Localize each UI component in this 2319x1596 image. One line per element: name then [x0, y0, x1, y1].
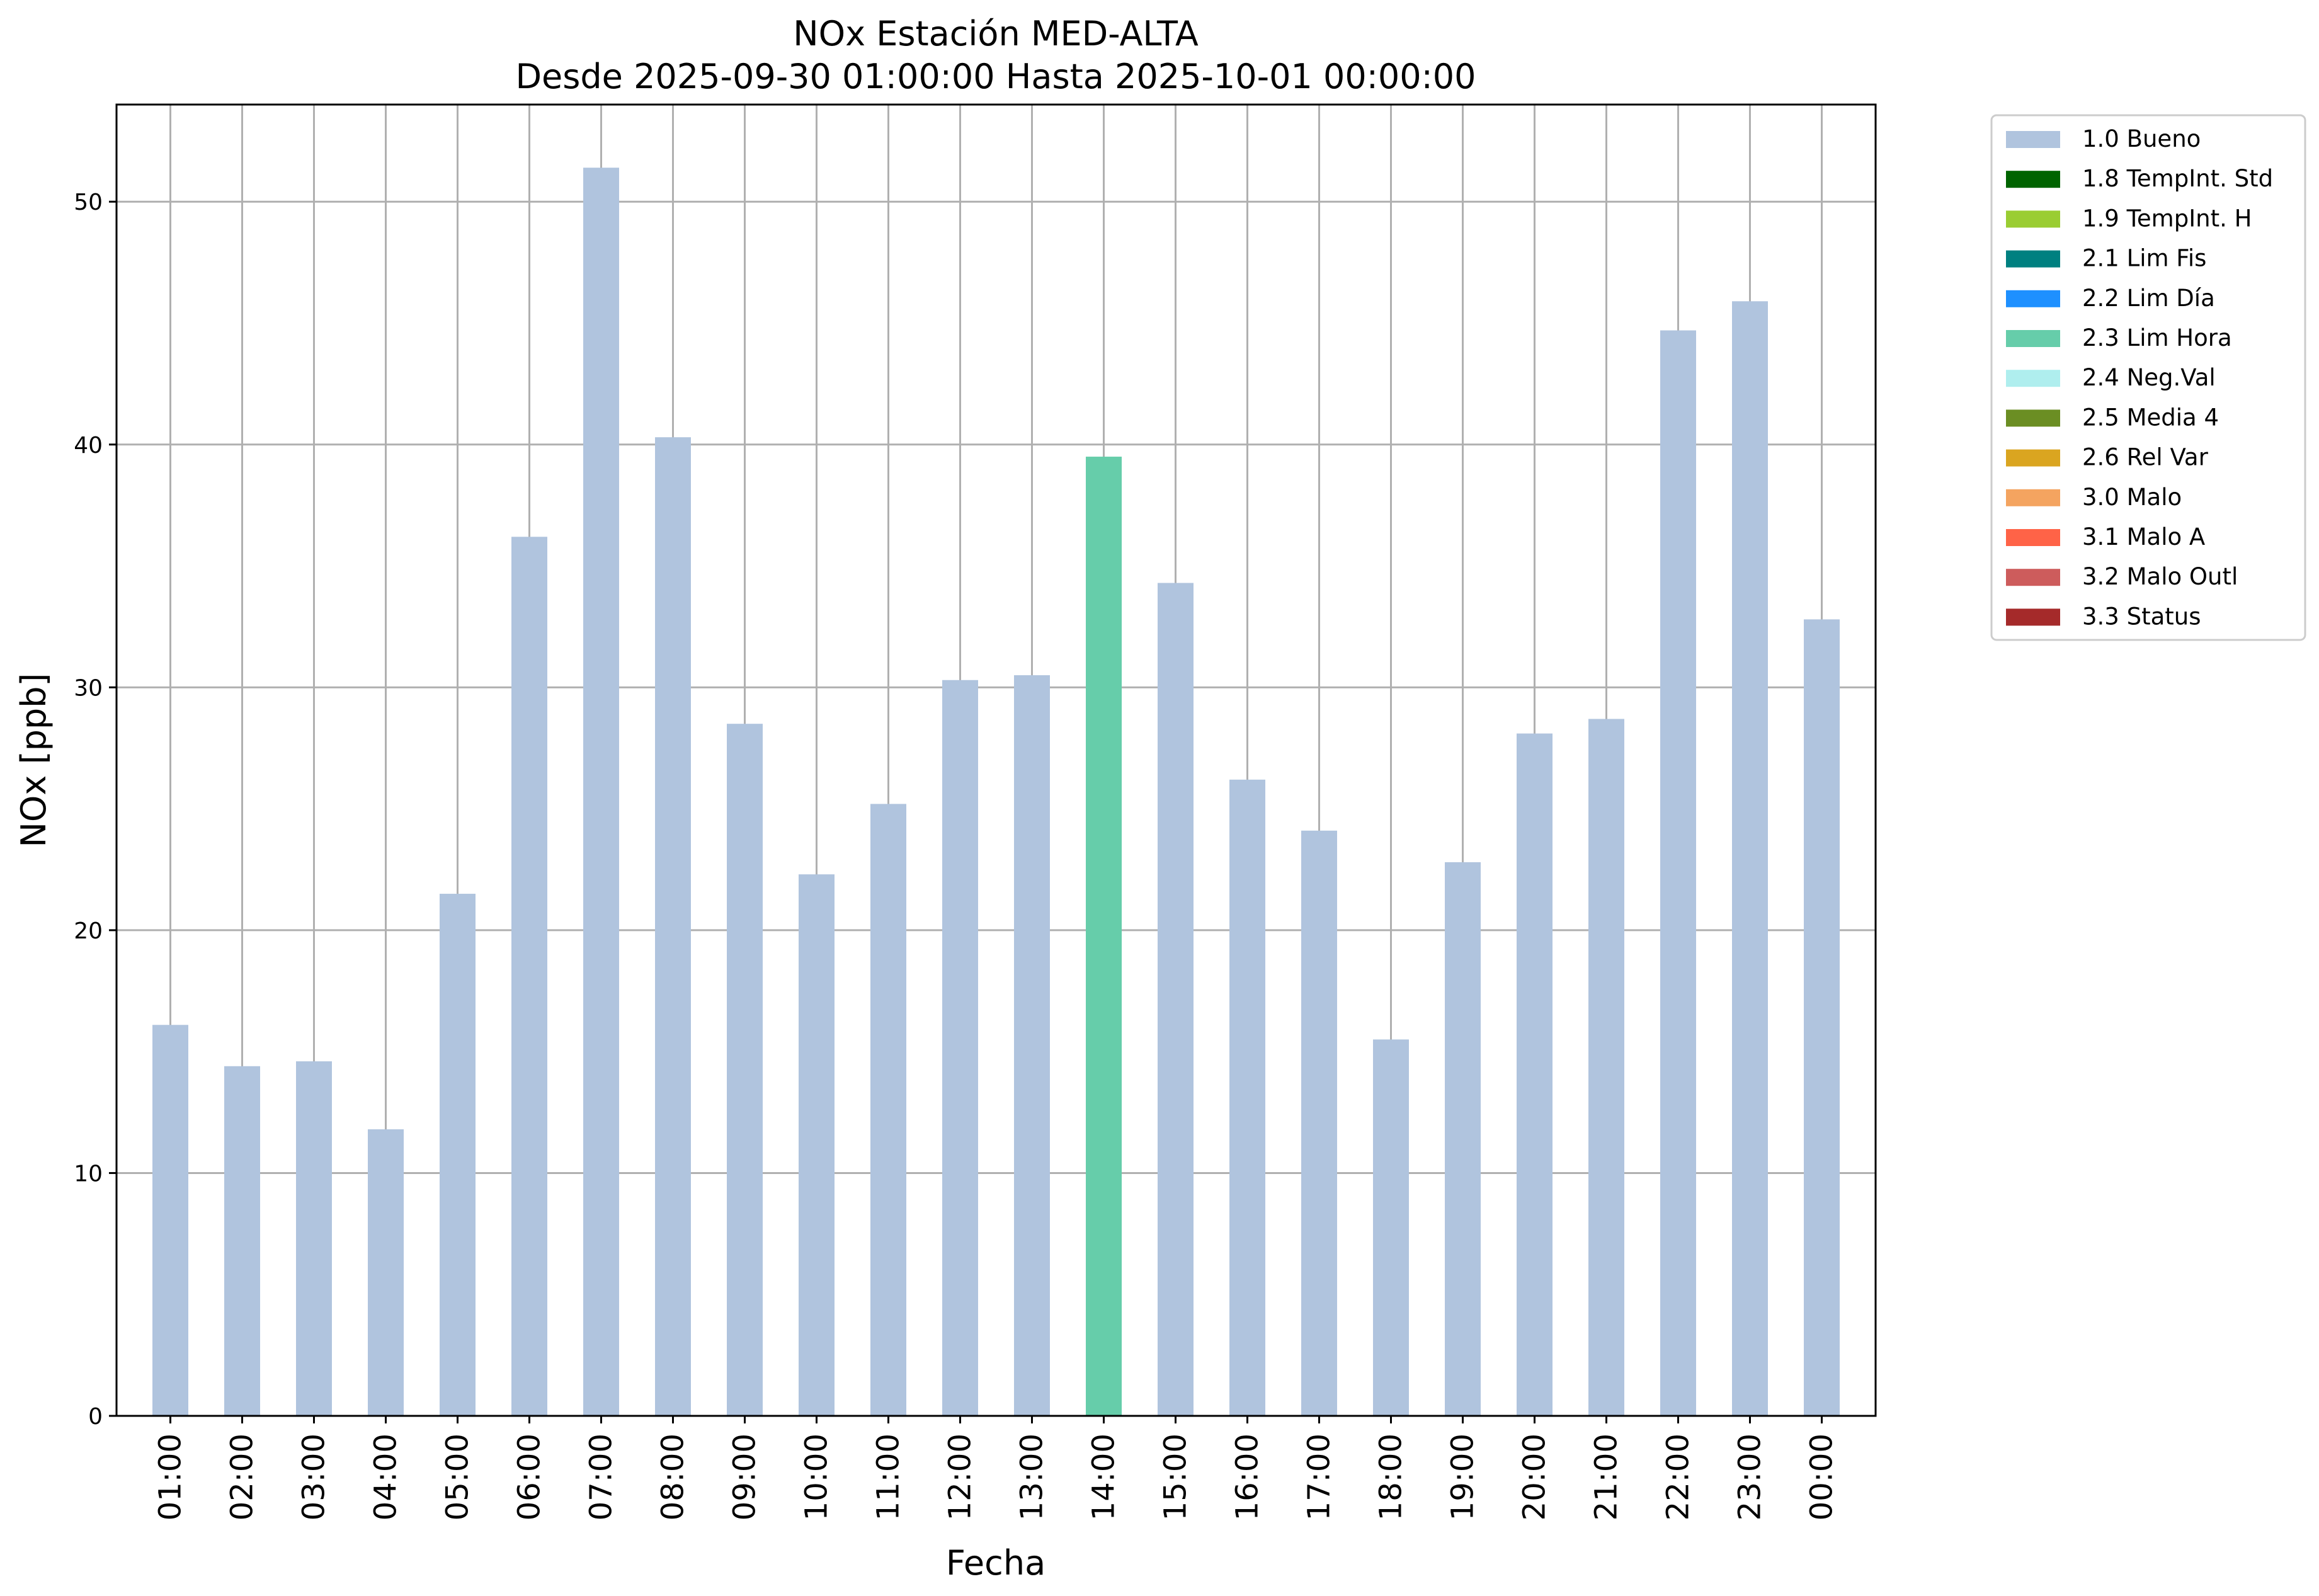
bar-11:00 — [870, 804, 906, 1416]
legend-frame — [1990, 114, 2306, 641]
y-tick-label: 10 — [74, 1161, 103, 1187]
legend-label: 1.0 Bueno — [2082, 125, 2201, 152]
x-tick-label: 14:00 — [1086, 1434, 1122, 1520]
legend-label: 3.2 Malo Outl — [2082, 563, 2238, 590]
bar-12:00 — [942, 680, 978, 1416]
legend-label: 2.6 Rel Var — [2082, 444, 2209, 471]
x-tick-label: 06:00 — [512, 1434, 547, 1520]
legend-swatch — [2006, 330, 2060, 347]
legend-swatch — [2006, 131, 2060, 148]
legend-label: 1.8 TempInt. Std — [2082, 165, 2273, 192]
y-tick-label: 50 — [74, 190, 103, 215]
legend-swatch — [2006, 370, 2060, 387]
chart-title: NOx Estación MED-ALTA — [793, 14, 1199, 54]
bar-16:00 — [1229, 779, 1265, 1416]
bar-06:00 — [511, 537, 547, 1416]
x-tick-label: 10:00 — [799, 1434, 835, 1520]
legend-swatch — [2006, 449, 2060, 467]
bar-08:00 — [655, 437, 691, 1416]
x-tick-label: 17:00 — [1302, 1434, 1337, 1520]
bar-22:00 — [1660, 330, 1696, 1416]
legend-swatch — [2006, 409, 2060, 427]
x-tick-label: 16:00 — [1230, 1434, 1265, 1520]
x-tick-label: 05:00 — [440, 1434, 476, 1520]
y-tick-label: 30 — [74, 675, 103, 701]
x-tick-label: 20:00 — [1517, 1434, 1553, 1520]
bar-04:00 — [368, 1129, 404, 1416]
bar-14:00 — [1086, 457, 1122, 1416]
x-tick-label: 00:00 — [1804, 1434, 1840, 1520]
legend-swatch — [2006, 171, 2060, 188]
plot-frame — [115, 103, 1877, 1417]
bar-02:00 — [224, 1066, 260, 1416]
y-tick-label: 40 — [74, 433, 103, 459]
bar-20:00 — [1517, 733, 1553, 1416]
y-axis: 0 10 20 30 40 50 — [74, 190, 117, 1430]
legend-swatch — [2006, 569, 2060, 586]
x-tick-label: 01:00 — [153, 1434, 188, 1520]
x-tick-label: 09:00 — [727, 1434, 763, 1520]
legend-label: 3.3 Status — [2082, 603, 2201, 630]
legend-label: 2.4 Neg.Val — [2082, 364, 2216, 391]
bar-07:00 — [583, 168, 619, 1416]
bar-01:00 — [152, 1025, 188, 1416]
x-tick-label: 11:00 — [871, 1434, 906, 1520]
legend-swatch — [2006, 290, 2060, 307]
bar-15:00 — [1158, 583, 1194, 1416]
x-tick-label: 04:00 — [368, 1434, 404, 1520]
bar-21:00 — [1588, 719, 1624, 1416]
x-tick-label: 19:00 — [1445, 1434, 1481, 1520]
legend-swatch — [2006, 529, 2060, 546]
x-axis-label: Fecha — [946, 1543, 1046, 1583]
bar-18:00 — [1373, 1039, 1409, 1416]
x-tick-label: 02:00 — [225, 1434, 260, 1520]
x-tick-label: 12:00 — [943, 1434, 978, 1520]
y-tick-label: 0 — [88, 1404, 103, 1430]
x-tick-label: 03:00 — [297, 1434, 332, 1520]
bar-05:00 — [440, 894, 476, 1416]
legend-label: 3.1 Malo A — [2082, 523, 2205, 550]
legend-swatch — [2006, 489, 2060, 506]
x-tick-label: 07:00 — [584, 1434, 619, 1520]
x-tick-label: 15:00 — [1158, 1434, 1194, 1520]
bar-19:00 — [1445, 862, 1481, 1416]
legend-label: 2.3 Lim Hora — [2082, 324, 2232, 351]
x-tick-label: 08:00 — [656, 1434, 691, 1520]
legend-swatch — [2006, 210, 2060, 228]
legend-label: 2.2 Lim Día — [2082, 285, 2215, 312]
bar-23:00 — [1732, 301, 1768, 1416]
x-tick-label: 18:00 — [1374, 1434, 1409, 1520]
bar-17:00 — [1301, 830, 1337, 1416]
legend-label: 1.9 TempInt. H — [2082, 205, 2252, 232]
bar-10:00 — [799, 874, 835, 1416]
legend-label: 2.1 Lim Fis — [2082, 245, 2206, 272]
x-tick-label: 22:00 — [1661, 1434, 1696, 1520]
x-tick-label: 13:00 — [1015, 1434, 1050, 1520]
bars — [152, 168, 1840, 1416]
bar-00:00 — [1804, 619, 1840, 1416]
bar-13:00 — [1014, 675, 1050, 1416]
legend-label: 2.5 Media 4 — [2082, 404, 2219, 431]
legend: 1.0 Bueno 1.8 TempInt. Std 1.9 TempInt. H 2… — [1990, 114, 2306, 641]
x-tick-label: 21:00 — [1589, 1434, 1624, 1520]
y-tick-label: 20 — [74, 918, 103, 944]
legend-label: 3.0 Malo — [2082, 484, 2182, 511]
y-axis-label: NOx [ppb] — [14, 673, 54, 848]
x-axis: 01:00 02:00 03:00 04:00 05:00 06:00 07:00 08:00… — [153, 1416, 1840, 1520]
bar-09:00 — [727, 724, 763, 1416]
legend-swatch — [2006, 608, 2060, 626]
x-tick-label: 23:00 — [1733, 1434, 1768, 1520]
chart-subtitle: Desde 2025-09-30 01:00:00 Hasta 2025-10-… — [515, 57, 1476, 96]
bar-03:00 — [296, 1061, 332, 1416]
legend-swatch — [2006, 250, 2060, 268]
